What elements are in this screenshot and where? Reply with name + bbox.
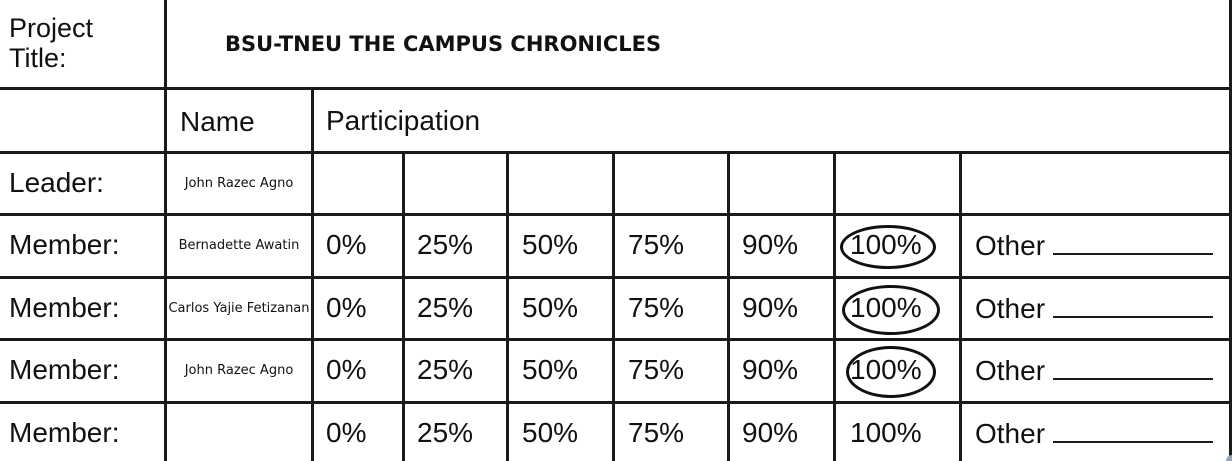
table-border-line [164,0,167,461]
row-member-name: John Razec Agno [184,176,294,191]
percent-option[interactable]: 90% [742,354,799,385]
percent-option[interactable]: 50% [522,229,579,260]
table-border-line [833,151,836,461]
other-option-label: Other [975,418,1046,449]
table-border-line [959,151,962,461]
window-corner [1226,455,1232,461]
percent-option[interactable]: 50% [522,292,579,323]
percent-option[interactable]: 50% [522,354,579,385]
other-option-label: Other [975,293,1046,324]
percent-option[interactable]: 25% [417,417,474,448]
selected-percent-circle [842,285,940,335]
percent-option[interactable]: 25% [417,292,474,323]
row-role-label: Leader: [9,167,104,198]
row-member-name: Bernadette Awatin [178,238,300,253]
table-border-line [402,151,405,461]
selected-percent-circle [846,346,936,398]
project-title-label-line2: Title: [9,43,67,74]
table-border-line [0,338,1232,341]
other-option[interactable]: Other [975,418,1214,449]
other-option-label: Other [975,355,1046,386]
other-blank-line[interactable] [1053,356,1214,380]
table-border-line [1229,0,1232,461]
percent-option[interactable]: 90% [742,229,799,260]
other-blank-line[interactable] [1053,294,1214,318]
participation-column-header: Participation [326,105,481,136]
table-border-line [727,151,730,461]
percent-option[interactable]: 75% [628,354,685,385]
percent-option[interactable]: 0% [326,292,367,323]
percent-option[interactable]: 0% [326,229,367,260]
percent-option[interactable]: 25% [417,229,474,260]
row-role-label: Member: [9,417,120,448]
percent-option[interactable]: 25% [417,354,474,385]
percent-option[interactable]: 0% [326,417,367,448]
row-member-name: Carlos Yajie Fetizanan [168,301,310,316]
project-title-label-line1: Project [9,13,94,43]
percent-option[interactable]: 90% [742,292,799,323]
other-blank-line[interactable] [1053,419,1214,443]
table-border-line [0,401,1232,404]
other-option-label: Other [975,230,1046,261]
percent-option[interactable]: 90% [742,417,799,448]
row-role-label: Member: [9,292,120,323]
project-title-label: Project Title: [9,13,93,73]
row-member-name: John Razec Agno [184,363,294,378]
project-title-value: BSU-TNEU THE CAMPUS CHRONICLES [225,32,662,56]
table-border-line [0,87,1232,90]
table-border-line [0,151,1232,154]
table-border-line [0,213,1232,216]
name-column-header: Name [180,106,255,137]
percent-option[interactable]: 0% [326,354,367,385]
row-role-label: Member: [9,354,120,385]
percent-option[interactable]: 75% [628,292,685,323]
percent-option[interactable]: 75% [628,417,685,448]
other-option[interactable]: Other [975,230,1214,261]
selected-percent-circle [840,225,936,269]
other-blank-line[interactable] [1053,231,1214,255]
row-role-label: Member: [9,229,120,260]
percent-option[interactable]: 100% [850,417,922,448]
percent-option[interactable]: 75% [628,229,685,260]
other-option[interactable]: Other [975,355,1214,386]
percent-option[interactable]: 50% [522,417,579,448]
table-border-line [506,151,509,461]
other-option[interactable]: Other [975,293,1214,324]
table-border-line [612,151,615,461]
table-border-line [0,276,1232,279]
table-border-line [311,87,314,461]
